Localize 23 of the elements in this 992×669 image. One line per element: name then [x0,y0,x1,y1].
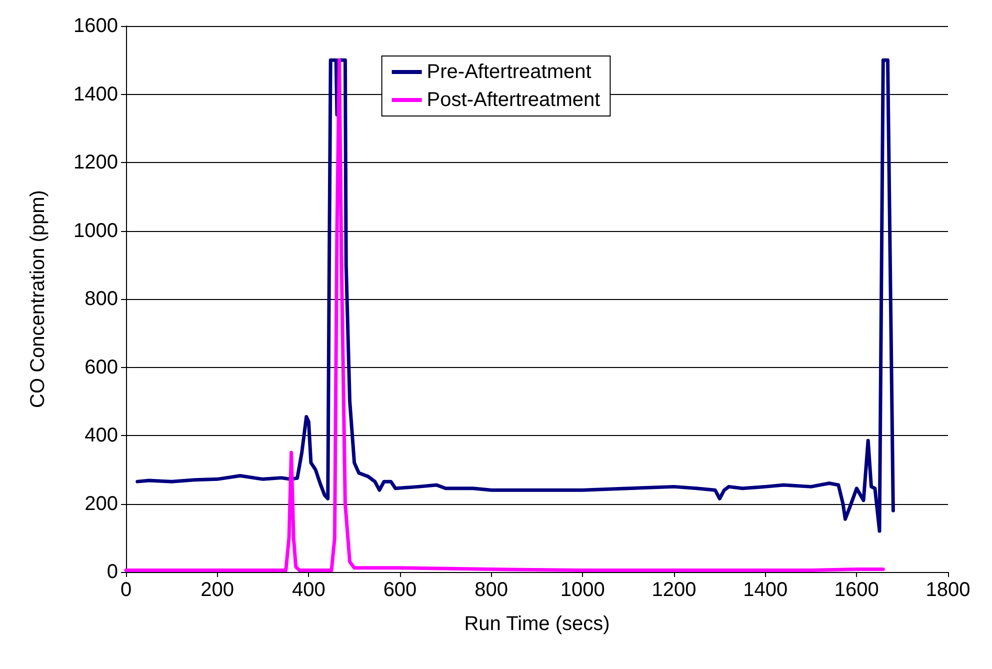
legend-label: Pre-Aftertreatment [426,61,592,83]
y-tick-label: 1600 [74,15,118,37]
x-tick-label: 600 [383,579,417,601]
x-tick-label: 400 [292,579,326,601]
legend-label: Post-Aftertreatment [426,89,601,111]
y-tick-label: 1200 [74,152,118,174]
x-tick-label: 1400 [743,579,788,601]
y-tick-label: 1400 [74,83,118,106]
y-tick-label: 200 [84,492,118,515]
y-tick-label: 1000 [74,220,118,242]
x-axis-title: Run Time (secs) [464,613,610,635]
y-axis-title: CO Concentration (ppm) [27,190,49,408]
x-tick-label: 1000 [560,579,605,601]
x-tick-label: 1600 [834,579,879,601]
x-tick-label: 800 [474,579,508,601]
y-tick-label: 0 [106,561,118,583]
x-tick-label: 1800 [926,579,970,601]
x-tick-label: 0 [120,579,132,601]
y-tick-label: 800 [84,288,118,310]
y-tick-label: 600 [84,356,118,378]
x-tick-label: 200 [200,579,234,601]
y-tick-label: 400 [84,424,118,446]
x-tick-label: 1200 [652,579,696,601]
